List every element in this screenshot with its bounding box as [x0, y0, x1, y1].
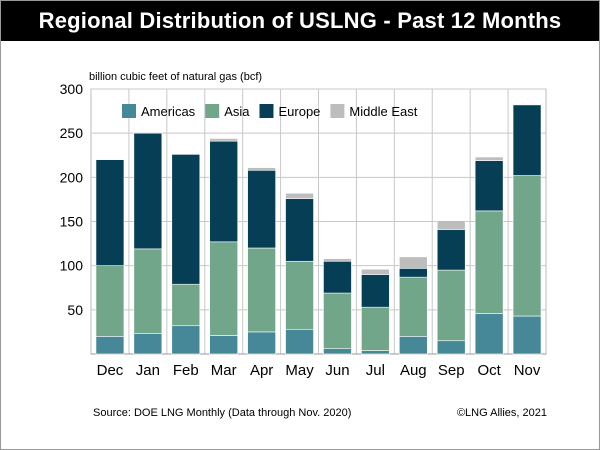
bar-americas-jan: [133, 333, 163, 355]
y-tick-label: 300: [60, 81, 84, 97]
bar-americas-aug: [398, 336, 428, 355]
x-tick-label: Feb: [173, 362, 199, 379]
bar-europe-jun: [323, 260, 352, 294]
bar-asia-aug: [398, 276, 428, 337]
bar-europe-jan: [133, 132, 163, 250]
legend-swatch: [259, 104, 274, 118]
bar-asia-feb: [171, 283, 201, 327]
legend-label: Americas: [141, 104, 196, 119]
bar-asia-jan: [133, 248, 163, 334]
bar-europe-mar: [209, 140, 239, 243]
x-tick-label: Oct: [477, 362, 501, 379]
bar-middle-east-aug: [398, 256, 428, 269]
bar-americas-jun: [323, 348, 352, 355]
bar-asia-mar: [209, 241, 239, 336]
x-tick-label: Dec: [97, 362, 124, 379]
legend-label: Europe: [278, 104, 320, 119]
bar-middle-east-jun: [323, 258, 352, 262]
bar-americas-may: [285, 328, 314, 355]
x-tick-label: Sep: [438, 362, 465, 379]
x-tick-label: Jun: [325, 362, 349, 379]
bar-americas-apr: [247, 331, 276, 355]
y-tick-label: 50: [67, 302, 83, 318]
x-tick-label: Jan: [136, 362, 160, 379]
bar-middle-east-sep: [436, 220, 466, 230]
source-note: Source: DOE LNG Monthly (Data through No…: [93, 407, 352, 419]
bar-asia-nov: [512, 175, 542, 317]
bar-europe-feb: [171, 154, 201, 285]
bar-middle-east-jul: [361, 268, 390, 275]
bar-asia-apr: [247, 247, 276, 333]
bar-europe-oct: [474, 160, 504, 212]
bar-europe-sep: [436, 229, 466, 271]
copyright-note: ©LNG Allies, 2021: [456, 407, 547, 419]
bar-americas-sep: [436, 340, 466, 355]
bar-europe-aug: [398, 268, 428, 278]
x-tick-label: Jul: [366, 362, 385, 379]
legend-label: Asia: [224, 104, 250, 119]
bar-europe-nov: [512, 104, 542, 176]
legend-label: Middle East: [349, 104, 417, 119]
bar-americas-dec: [95, 336, 125, 355]
bar-asia-oct: [474, 210, 504, 314]
y-tick-label: 250: [60, 125, 84, 141]
bar-middle-east-mar: [209, 138, 239, 142]
bar-asia-jul: [361, 306, 390, 351]
y-tick-label: 200: [60, 169, 84, 185]
x-tick-label: Mar: [211, 362, 237, 379]
x-tick-label: Nov: [514, 362, 541, 379]
legend-swatch: [122, 104, 136, 118]
bar-middle-east-apr: [247, 167, 276, 171]
y-tick-label: 100: [60, 258, 84, 274]
bar-americas-jul: [361, 350, 390, 355]
bar-europe-may: [285, 198, 314, 262]
bar-asia-sep: [436, 269, 466, 342]
y-tick-label: 150: [60, 214, 84, 230]
bar-europe-dec: [95, 159, 125, 266]
y-axis-label: billion cubic feet of natural gas (bcf): [89, 71, 262, 83]
bar-middle-east-oct: [474, 156, 504, 161]
bar-americas-feb: [171, 325, 201, 355]
bar-asia-may: [285, 260, 314, 330]
legend-swatch: [205, 104, 220, 118]
chart-title: Regional Distribution of USLNG - Past 12…: [1, 1, 599, 41]
bar-americas-nov: [512, 315, 542, 355]
bar-asia-jun: [323, 292, 352, 349]
x-tick-label: Aug: [400, 362, 427, 379]
legend-swatch: [330, 104, 345, 118]
x-tick-label: May: [285, 362, 314, 379]
bar-europe-apr: [247, 169, 276, 249]
bar-americas-oct: [474, 313, 504, 355]
bar-asia-dec: [95, 265, 125, 337]
x-tick-label: Apr: [250, 362, 273, 379]
bar-americas-mar: [209, 335, 239, 355]
bar-middle-east-may: [285, 192, 314, 199]
bar-europe-jul: [361, 274, 390, 308]
